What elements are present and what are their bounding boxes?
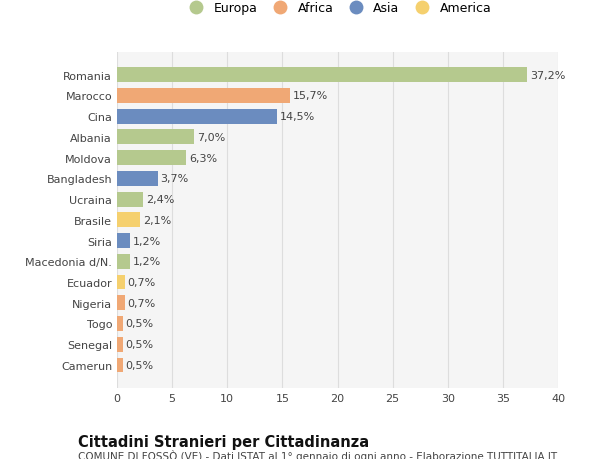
Bar: [117, 151, 187, 166]
Text: 7,0%: 7,0%: [197, 133, 225, 143]
Bar: [117, 130, 194, 145]
Bar: [117, 89, 290, 104]
Text: Cittadini Stranieri per Cittadinanza: Cittadini Stranieri per Cittadinanza: [78, 434, 369, 449]
Text: 14,5%: 14,5%: [280, 112, 315, 122]
Bar: [117, 275, 125, 290]
Bar: [117, 254, 130, 269]
Text: 1,2%: 1,2%: [133, 236, 161, 246]
Bar: [117, 172, 158, 186]
Text: 0,7%: 0,7%: [127, 298, 156, 308]
Text: 0,5%: 0,5%: [125, 360, 154, 370]
Bar: [117, 358, 122, 373]
Text: 1,2%: 1,2%: [133, 257, 161, 267]
Bar: [117, 234, 130, 248]
Bar: [117, 192, 143, 207]
Text: 37,2%: 37,2%: [530, 71, 565, 80]
Text: 15,7%: 15,7%: [293, 91, 328, 101]
Legend: Europa, Africa, Asia, America: Europa, Africa, Asia, America: [180, 0, 495, 19]
Text: 6,3%: 6,3%: [189, 153, 217, 163]
Bar: [117, 68, 527, 83]
Text: 0,5%: 0,5%: [125, 340, 154, 349]
Text: 0,7%: 0,7%: [127, 277, 156, 287]
Bar: [117, 296, 125, 311]
Bar: [117, 213, 140, 228]
Text: COMUNE DI FOSSÒ (VE) - Dati ISTAT al 1° gennaio di ogni anno - Elaborazione TUTT: COMUNE DI FOSSÒ (VE) - Dati ISTAT al 1° …: [78, 449, 557, 459]
Text: 2,4%: 2,4%: [146, 195, 175, 205]
Text: 3,7%: 3,7%: [161, 174, 189, 184]
Bar: [117, 316, 122, 331]
Bar: [117, 109, 277, 124]
Text: 0,5%: 0,5%: [125, 319, 154, 329]
Text: 2,1%: 2,1%: [143, 215, 171, 225]
Bar: [117, 337, 122, 352]
